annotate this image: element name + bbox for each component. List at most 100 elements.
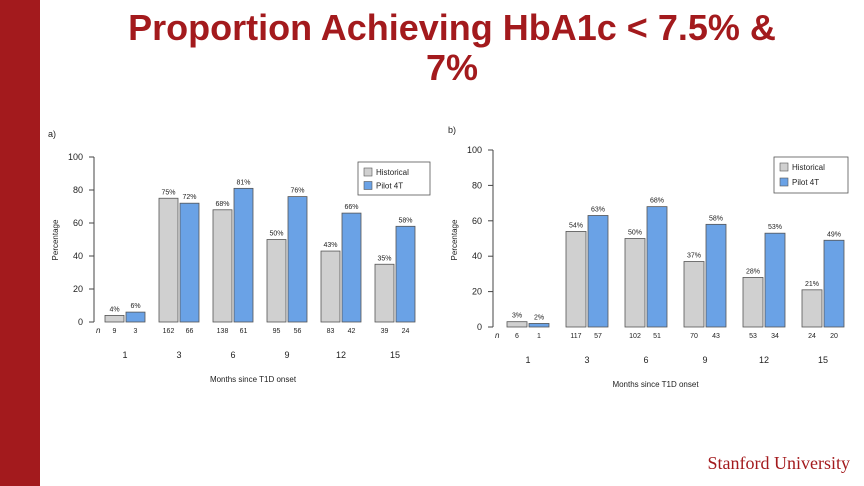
n-count-label: 39 xyxy=(381,328,389,335)
n-count-label: 6 xyxy=(515,333,519,340)
panel-label: a) xyxy=(48,129,56,139)
y-tick-label: 80 xyxy=(73,185,83,195)
bar xyxy=(764,232,786,328)
bar-value-label: 76% xyxy=(290,188,304,195)
legend-label: Historical xyxy=(376,168,409,177)
n-count-label: 24 xyxy=(808,333,816,340)
bar xyxy=(565,231,587,328)
n-count-label: 70 xyxy=(690,333,698,340)
y-tick-label: 0 xyxy=(477,322,482,332)
stanford-brand-logo: Stanford University xyxy=(707,453,850,473)
y-tick-label: 60 xyxy=(73,218,83,228)
legend-label: Pilot 4T xyxy=(376,182,403,191)
x-tick-label: 1 xyxy=(122,350,127,360)
legend-swatch xyxy=(779,162,789,172)
bar xyxy=(341,212,362,323)
n-count-label: 3 xyxy=(134,328,138,335)
n-count-label: 162 xyxy=(163,328,175,335)
x-tick-label: 12 xyxy=(759,355,769,365)
x-tick-label: 15 xyxy=(390,350,400,360)
legend-label: Pilot 4T xyxy=(792,178,819,187)
bar xyxy=(395,225,416,323)
bar-value-label: 6% xyxy=(130,303,140,310)
bar-value-label: 43% xyxy=(323,242,337,249)
y-tick-label: 0 xyxy=(78,317,83,327)
n-count-label: 24 xyxy=(402,328,410,335)
x-tick-label: 9 xyxy=(284,350,289,360)
x-tick-label: 9 xyxy=(702,355,707,365)
x-tick-label: 6 xyxy=(230,350,235,360)
bar xyxy=(104,314,125,323)
bar-value-label: 35% xyxy=(377,255,391,262)
panel-label: b) xyxy=(448,125,456,135)
n-count-label: 56 xyxy=(294,328,302,335)
y-axis-label: Percentage xyxy=(51,219,60,260)
bar xyxy=(646,206,668,328)
n-count-label: 57 xyxy=(594,333,602,340)
y-tick-label: 80 xyxy=(472,180,482,190)
n-count-label: 83 xyxy=(327,328,335,335)
n-count-label: 138 xyxy=(217,328,229,335)
bar xyxy=(801,289,823,328)
legend-swatch xyxy=(363,181,373,190)
y-axis-label: Percentage xyxy=(450,219,459,260)
x-tick-label: 1 xyxy=(525,355,530,365)
bar xyxy=(125,311,146,323)
bar xyxy=(587,215,609,328)
bar-value-label: 54% xyxy=(569,222,583,229)
x-tick-label: 12 xyxy=(336,350,346,360)
slide-title-line2: 7% xyxy=(425,47,479,88)
n-count-label: 117 xyxy=(570,333,581,340)
bar xyxy=(506,321,528,328)
bar xyxy=(233,187,254,323)
n-count-label: 95 xyxy=(273,328,281,335)
bar xyxy=(528,323,550,328)
n-count-label: 66 xyxy=(186,328,194,335)
bar xyxy=(705,223,727,328)
n-count-label: 34 xyxy=(771,333,779,340)
y-tick-label: 40 xyxy=(472,251,482,261)
bar-value-label: 2% xyxy=(534,314,544,321)
bar-value-label: 4% xyxy=(109,306,119,313)
bar-value-label: 81% xyxy=(236,179,250,186)
bar-value-label: 68% xyxy=(215,201,229,208)
slide-title-line1: Proportion Achieving HbA1c < 7.5% & xyxy=(128,7,776,48)
bar xyxy=(179,202,200,323)
n-label: n xyxy=(96,326,101,335)
bar-value-label: 72% xyxy=(182,194,196,201)
n-count-label: 51 xyxy=(653,333,661,340)
bar-value-label: 53% xyxy=(768,224,782,231)
n-count-label: 20 xyxy=(830,333,838,340)
bar xyxy=(823,239,845,328)
n-count-label: 9 xyxy=(113,328,117,335)
slide-title: Proportion Achieving HbA1c < 7.5% & 7% xyxy=(40,8,864,88)
side-accent-bar xyxy=(0,0,40,486)
x-tick-label: 3 xyxy=(584,355,589,365)
bar-value-label: 50% xyxy=(269,231,283,238)
bar xyxy=(374,263,395,323)
n-label: n xyxy=(495,331,500,340)
bar-value-label: 49% xyxy=(827,231,841,238)
x-tick-label: 6 xyxy=(643,355,648,365)
n-count-label: 53 xyxy=(749,333,757,340)
y-tick-label: 20 xyxy=(73,284,83,294)
bar xyxy=(287,196,308,323)
x-tick-label: 3 xyxy=(176,350,181,360)
bar-value-label: 21% xyxy=(805,281,819,288)
x-tick-label: 15 xyxy=(818,355,828,365)
x-axis-label: Months since T1D onset xyxy=(210,375,297,384)
bar xyxy=(212,209,233,323)
bar-value-label: 66% xyxy=(344,204,358,211)
bar-value-label: 63% xyxy=(591,206,605,213)
y-tick-label: 20 xyxy=(472,287,482,297)
bar-value-label: 3% xyxy=(512,313,522,320)
bar-value-label: 75% xyxy=(161,189,175,196)
legend-swatch xyxy=(363,167,373,177)
bar xyxy=(266,239,287,323)
bar xyxy=(742,277,764,328)
bar xyxy=(158,197,179,323)
bar-value-label: 68% xyxy=(650,198,664,205)
n-count-label: 61 xyxy=(240,328,248,335)
y-tick-label: 40 xyxy=(73,251,83,261)
bar xyxy=(683,261,705,328)
